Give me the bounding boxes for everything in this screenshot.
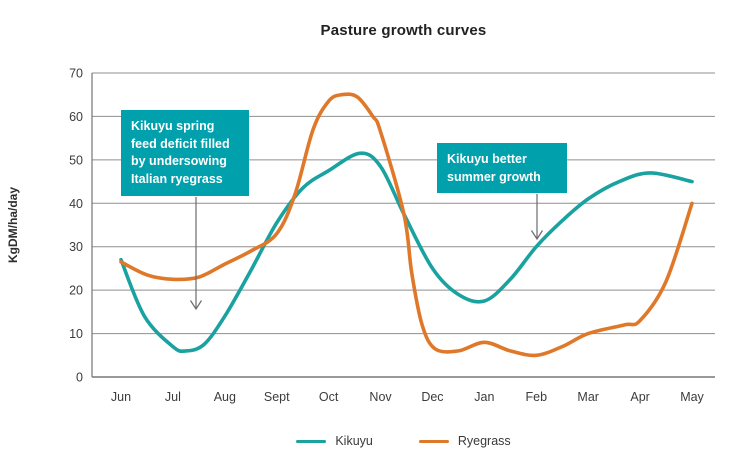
x-axis-tick-labels: Jun Jul Aug Sept Oct Nov Dec Jan Feb Mar Apr May	[111, 390, 705, 404]
svg-text:Nov: Nov	[369, 390, 392, 404]
svg-text:Apr: Apr	[630, 390, 649, 404]
svg-text:40: 40	[69, 197, 83, 211]
kikuyu-line-swatch	[296, 439, 327, 443]
svg-text:Aug: Aug	[214, 390, 236, 404]
svg-text:30: 30	[69, 240, 83, 254]
svg-text:Jul: Jul	[165, 390, 181, 404]
svg-text:0: 0	[76, 371, 83, 385]
svg-text:60: 60	[69, 110, 83, 124]
svg-text:Oct: Oct	[319, 390, 339, 404]
series-lines	[119, 92, 694, 358]
y-axis-tick-labels: 0 10 20 30 40 50 60 70	[69, 67, 83, 385]
svg-text:Jun: Jun	[111, 390, 131, 404]
svg-text:Jan: Jan	[474, 390, 494, 404]
svg-text:Mar: Mar	[577, 390, 599, 404]
gridlines	[91, 72, 715, 378]
legend-label-kikuyu: Kikuyu	[335, 434, 373, 448]
legend-item-kikuyu: Kikuyu	[296, 434, 373, 448]
annotation-summer-growth: Kikuyu better summer growth	[437, 143, 567, 193]
ryegrass-line-swatch	[418, 439, 449, 443]
legend: Kikuyu Ryegrass	[92, 434, 715, 448]
svg-text:May: May	[680, 390, 704, 404]
series-line-kikuyu	[119, 151, 694, 354]
svg-text:Sept: Sept	[264, 390, 290, 404]
annotation-spring-deficit: Kikuyu spring feed deficit filled by und…	[121, 110, 249, 196]
legend-item-ryegrass: Ryegrass	[418, 434, 511, 448]
svg-text:50: 50	[69, 153, 83, 167]
svg-text:Dec: Dec	[421, 390, 443, 404]
annotation-arrows	[189, 194, 544, 311]
legend-label-ryegrass: Ryegrass	[457, 434, 511, 448]
svg-text:70: 70	[69, 67, 83, 81]
annotation-arrow-summer-growth	[530, 194, 544, 241]
series-line-ryegrass	[119, 92, 694, 358]
svg-text:10: 10	[69, 327, 83, 341]
annotation-arrow-spring-deficit	[189, 197, 203, 311]
chart-title: Pasture growth curves	[320, 22, 487, 39]
svg-text:20: 20	[69, 284, 83, 298]
svg-text:Feb: Feb	[525, 390, 547, 404]
